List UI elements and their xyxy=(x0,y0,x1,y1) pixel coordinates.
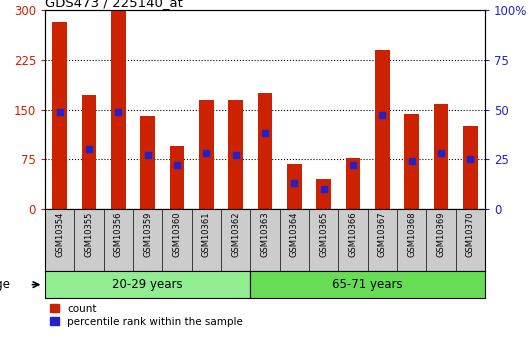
Text: GSM10366: GSM10366 xyxy=(349,212,357,257)
Text: GDS473 / 225140_at: GDS473 / 225140_at xyxy=(45,0,183,9)
Bar xyxy=(140,116,155,209)
Bar xyxy=(45,271,250,298)
Bar xyxy=(228,100,243,209)
Bar xyxy=(375,50,390,209)
Text: GSM10367: GSM10367 xyxy=(378,212,387,257)
Text: GSM10360: GSM10360 xyxy=(173,212,181,257)
Bar xyxy=(258,93,272,209)
Text: GSM10368: GSM10368 xyxy=(407,212,416,257)
Text: age: age xyxy=(0,278,11,291)
Bar xyxy=(82,95,96,209)
Bar xyxy=(199,100,214,209)
Bar xyxy=(52,22,67,209)
Text: 65-71 years: 65-71 years xyxy=(332,278,403,291)
Text: GSM10355: GSM10355 xyxy=(85,212,93,257)
Text: GSM10364: GSM10364 xyxy=(290,212,299,257)
Text: GSM10356: GSM10356 xyxy=(114,212,123,257)
Bar xyxy=(287,164,302,209)
Legend: count, percentile rank within the sample: count, percentile rank within the sample xyxy=(50,304,243,327)
Bar xyxy=(463,126,478,209)
Text: GSM10361: GSM10361 xyxy=(202,212,211,257)
Bar xyxy=(346,158,360,209)
Text: GSM10362: GSM10362 xyxy=(231,212,240,257)
Bar xyxy=(316,179,331,209)
Text: 20-29 years: 20-29 years xyxy=(112,278,183,291)
Text: GSM10354: GSM10354 xyxy=(55,212,64,257)
Text: GSM10363: GSM10363 xyxy=(261,212,269,257)
Text: GSM10359: GSM10359 xyxy=(143,212,152,257)
Bar xyxy=(404,114,419,209)
Text: GSM10365: GSM10365 xyxy=(319,212,328,257)
Text: GSM10370: GSM10370 xyxy=(466,212,475,257)
Bar xyxy=(250,271,485,298)
Bar xyxy=(170,146,184,209)
Text: GSM10369: GSM10369 xyxy=(437,212,445,257)
Bar xyxy=(434,104,448,209)
Bar xyxy=(111,11,126,209)
